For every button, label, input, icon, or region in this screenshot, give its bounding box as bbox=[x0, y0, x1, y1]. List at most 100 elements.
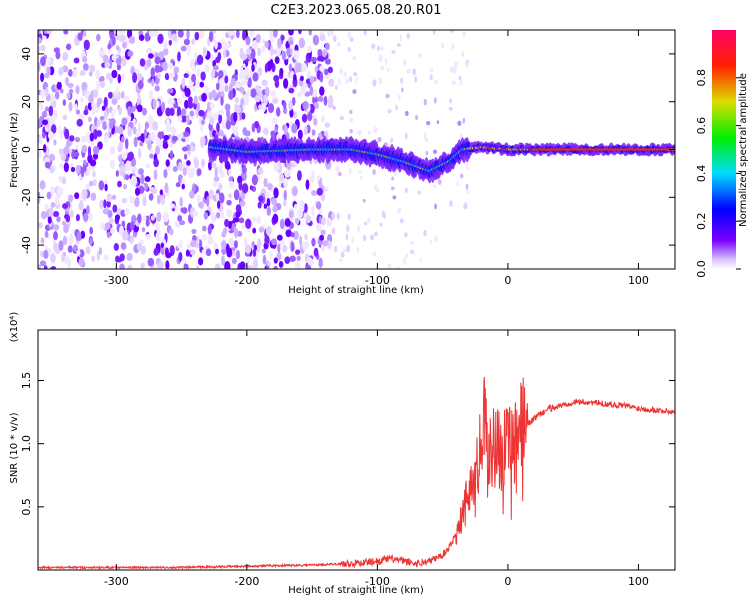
spectrogram-noise-cell bbox=[209, 102, 215, 109]
spectrogram-noise-cell bbox=[99, 199, 104, 210]
spectrogram-noise-cell bbox=[72, 68, 78, 78]
spectrogram-noise-cell bbox=[272, 30, 278, 38]
spectrogram-noise-cell bbox=[267, 183, 273, 191]
spectrogram-noise-cell bbox=[404, 253, 409, 258]
spectrogram-noise-cell bbox=[270, 130, 276, 137]
spectrogram-noise-cell bbox=[119, 35, 126, 43]
spectrogram-noise-cell bbox=[120, 91, 125, 99]
spectrogram-noise-cell bbox=[177, 30, 184, 38]
spectrogram-noise-cell bbox=[63, 30, 69, 35]
spectrogram-noise-cell bbox=[257, 167, 264, 175]
spectrogram-noise-cell bbox=[288, 63, 293, 72]
spectrogram-noise-cell bbox=[433, 97, 437, 104]
spectrogram-noise-cell bbox=[305, 179, 310, 190]
spectrogram-noise-cell bbox=[143, 128, 148, 139]
spectrogram-noise-cell bbox=[311, 129, 316, 136]
spectrogram-ytick-label: 20 bbox=[20, 95, 33, 109]
spectrogram-noise-cell bbox=[189, 58, 195, 70]
spectrogram-noise-cell bbox=[177, 115, 183, 123]
spectrogram-noise-cell bbox=[417, 52, 422, 58]
spectrogram-noise-cell bbox=[371, 43, 376, 50]
spectrogram-noise-cell bbox=[68, 68, 73, 77]
spectrogram-xtick-label: -300 bbox=[104, 274, 129, 287]
spectrogram-noise-cell bbox=[235, 249, 241, 260]
spectrogram-x-label: Height of straight line (km) bbox=[288, 285, 424, 296]
spectrogram-noise-cell bbox=[316, 222, 322, 232]
spectrogram-noise-cell bbox=[101, 105, 106, 111]
spectrogram-noise-cell bbox=[245, 35, 251, 46]
spectrogram-noise-cell bbox=[325, 42, 330, 51]
spectrogram-noise-cell bbox=[199, 136, 206, 146]
spectrogram-noise-cell bbox=[47, 216, 52, 224]
spectrogram-noise-cell bbox=[180, 115, 187, 123]
spectrogram-noise-cell bbox=[130, 175, 138, 187]
spectrogram-noise-cell bbox=[152, 98, 157, 109]
spectrogram-noise-cell bbox=[211, 162, 217, 169]
spectrogram-noise-cell bbox=[213, 65, 219, 71]
spectrogram-noise-cell bbox=[167, 97, 175, 106]
spectrogram-noise-cell bbox=[121, 229, 129, 241]
spectrogram-noise-cell bbox=[191, 38, 195, 45]
spectrogram-noise-cell bbox=[451, 43, 455, 50]
spectrogram-noise-cell bbox=[261, 38, 266, 44]
spectrogram-noise-cell bbox=[221, 255, 225, 267]
spectrogram-noise-cell bbox=[266, 206, 271, 216]
spectrogram-noise-cell bbox=[300, 39, 306, 47]
spectrogram-noise-cell bbox=[147, 47, 151, 55]
spectrogram-noise-cell bbox=[261, 248, 266, 254]
spectrogram-noise-cell bbox=[163, 211, 169, 223]
colorbar-tick-label: 0.4 bbox=[695, 165, 708, 183]
spectrogram-noise-cell bbox=[141, 227, 146, 233]
spectrogram-noise-cell bbox=[89, 226, 94, 235]
spectrogram-noise-cell bbox=[318, 207, 323, 215]
spectrogram-noise-cell bbox=[204, 85, 210, 96]
spectrogram-noise-cell bbox=[109, 120, 114, 129]
spectrogram-noise-cell bbox=[329, 30, 335, 36]
spectrogram-noise-cell bbox=[62, 235, 68, 246]
spectrogram-noise-cell bbox=[434, 80, 438, 84]
spectrogram-noise-cell bbox=[128, 36, 136, 44]
colorbar-tick-label: 0.8 bbox=[695, 69, 708, 87]
spectrogram-noise-cell bbox=[302, 100, 309, 110]
spectrogram-noise-cell bbox=[200, 158, 206, 168]
spectrogram-noise-cell bbox=[169, 107, 175, 116]
spectrogram-noise-cell bbox=[347, 32, 352, 39]
spectrogram-noise-cell bbox=[346, 244, 351, 253]
spectrogram-noise-cell bbox=[103, 110, 108, 120]
spectrogram-noise-cell bbox=[41, 132, 46, 139]
spectrogram-noise-cell bbox=[236, 30, 240, 39]
spectrogram-noise-cell bbox=[59, 162, 64, 169]
spectrogram-noise-cell bbox=[249, 185, 253, 191]
spectrogram-noise-cell bbox=[65, 214, 71, 223]
spectrogram-noise-cell bbox=[345, 77, 349, 85]
spectrogram-noise-cell bbox=[139, 58, 146, 67]
spectrogram-noise-cell bbox=[69, 135, 75, 142]
spectrogram-noise-cell bbox=[144, 32, 150, 42]
spectrogram-noise-cell bbox=[112, 204, 118, 213]
spectrogram-noise-cell bbox=[294, 260, 301, 269]
spectrogram-ytick-label: 0 bbox=[20, 146, 33, 153]
spectrogram-noise-cell bbox=[249, 30, 255, 37]
spectrogram-noise-cell bbox=[222, 227, 228, 235]
spectrogram-noise-cell bbox=[154, 85, 160, 92]
spectrogram-noise-cell bbox=[40, 72, 45, 83]
spectrogram-noise-cell bbox=[449, 66, 453, 73]
spectrogram-noise-cell bbox=[257, 238, 262, 250]
spectrogram-noise-cell bbox=[42, 143, 47, 153]
spectrogram-noise-cell bbox=[397, 207, 402, 214]
spectrogram-noise-cell bbox=[215, 56, 221, 64]
spectrogram-noise-cell bbox=[39, 180, 46, 190]
spectrogram-noise-cell bbox=[226, 208, 233, 218]
spectrogram-noise-cell bbox=[116, 63, 121, 71]
spectrogram-noise-cell bbox=[80, 96, 84, 104]
spectrogram-noise-cell bbox=[74, 136, 81, 143]
spectrogram-noise-cell bbox=[199, 81, 205, 88]
spectrogram-noise-cell bbox=[135, 128, 141, 138]
spectrogram-noise-cell bbox=[327, 30, 331, 38]
spectrogram-noise-cell bbox=[121, 136, 125, 143]
spectrogram-noise-cell bbox=[240, 224, 247, 230]
spectrogram-noise-cell bbox=[92, 145, 100, 155]
spectrogram-noise-cell bbox=[87, 145, 92, 157]
spectrogram-noise-cell bbox=[313, 247, 319, 257]
spectrogram-noise-cell bbox=[111, 194, 117, 200]
